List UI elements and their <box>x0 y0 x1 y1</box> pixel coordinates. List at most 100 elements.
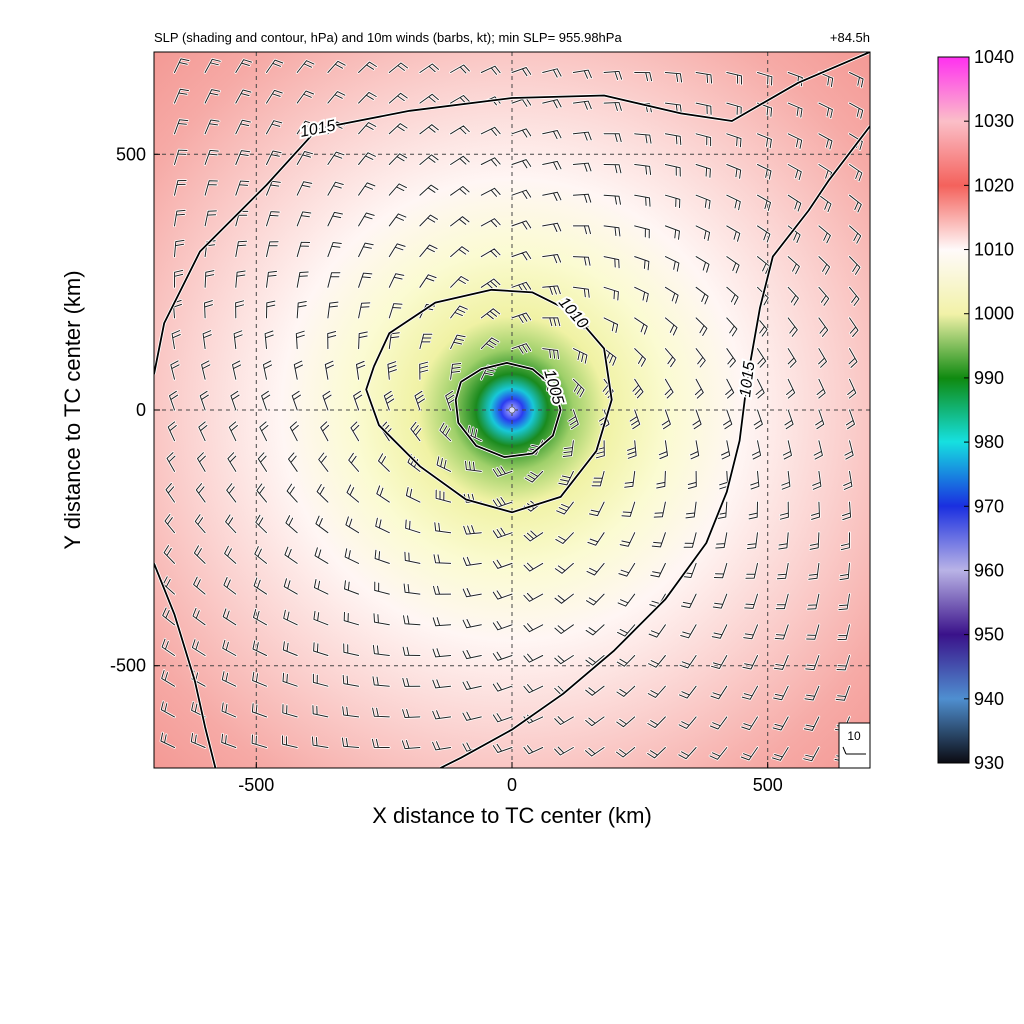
wind-barb <box>818 133 833 150</box>
wind-barb <box>692 409 702 430</box>
wind-barb <box>492 621 513 631</box>
wind-barb <box>372 707 390 718</box>
wind-barb <box>197 452 206 472</box>
wind-barb <box>198 421 208 442</box>
wind-barb <box>371 738 390 748</box>
wind-barb <box>711 624 728 639</box>
wind-barb <box>313 642 329 656</box>
wind-barb <box>402 709 421 718</box>
wind-barb <box>358 91 377 104</box>
wind-barb <box>450 125 470 135</box>
wind-barb <box>296 301 307 319</box>
wind-barb <box>343 611 360 626</box>
wind-barb <box>772 716 789 731</box>
wind-barb <box>235 119 251 135</box>
colorbar-tick-label: 980 <box>974 432 1004 452</box>
wind-barb <box>648 624 666 638</box>
wind-barb <box>843 470 853 490</box>
wind-barb <box>683 532 697 548</box>
wind-barb <box>839 562 850 581</box>
wind-barb <box>603 70 623 80</box>
wind-barb <box>225 514 237 534</box>
wind-barb <box>419 63 439 73</box>
wind-barb <box>221 671 237 687</box>
wind-barb <box>285 515 298 534</box>
wind-barb <box>358 331 368 350</box>
wind-barb <box>757 194 771 211</box>
wind-barb <box>778 532 789 550</box>
wind-barb <box>327 60 346 73</box>
wind-barb <box>572 256 591 266</box>
wind-barb <box>221 702 237 718</box>
wind-barb <box>296 120 314 135</box>
wind-barb <box>787 256 800 275</box>
wind-barb <box>312 673 329 687</box>
wind-barb <box>174 88 189 104</box>
wind-barb <box>436 456 452 472</box>
wind-barb <box>523 530 544 542</box>
wind-barb <box>721 440 731 460</box>
wind-barb <box>653 501 666 518</box>
wind-barb <box>348 452 360 472</box>
wind-barb <box>190 733 206 748</box>
wind-barb <box>315 515 329 534</box>
wind-barb <box>726 225 741 242</box>
wind-barb <box>462 556 482 566</box>
wind-barb <box>223 577 237 595</box>
wind-barb <box>204 89 221 104</box>
wind-barb <box>284 546 298 564</box>
wind-barb <box>554 655 574 665</box>
wind-barb <box>816 378 826 399</box>
wind-barb <box>358 272 373 288</box>
wind-barb <box>432 710 452 720</box>
wind-barb <box>634 256 650 271</box>
wind-barb <box>232 360 242 380</box>
colorbar-tick-label: 970 <box>974 496 1004 516</box>
wind-barb <box>266 241 279 258</box>
wind-barb <box>450 155 470 165</box>
wind-barb <box>664 194 681 209</box>
colorbar-scale <box>937 56 970 764</box>
wind-barb <box>480 218 501 228</box>
wind-barb <box>480 157 501 167</box>
wind-barb <box>664 348 676 368</box>
wind-barb <box>690 440 700 460</box>
wind-barb <box>523 745 544 755</box>
wind-barb <box>327 272 341 288</box>
wind-barb <box>199 390 209 411</box>
colorbar-tick-label: 1010 <box>974 240 1014 260</box>
wind-barb <box>627 440 637 459</box>
wind-barb <box>204 180 218 196</box>
wind-barb <box>750 470 760 490</box>
wind-barb <box>345 516 360 534</box>
wind-barb <box>781 470 791 490</box>
wind-barb <box>784 409 794 430</box>
wind-barb <box>511 128 532 138</box>
wind-barb <box>293 360 303 380</box>
wind-barb <box>204 149 219 165</box>
y-tick-label: -500 <box>110 656 146 676</box>
wind-barb <box>358 61 377 73</box>
wind-barb <box>264 330 274 350</box>
wind-barb <box>554 746 574 756</box>
wind-barb <box>492 713 513 723</box>
wind-barb <box>344 580 360 595</box>
wind-barb <box>432 617 452 627</box>
wind-barb <box>664 256 680 272</box>
wind-barb <box>818 256 831 275</box>
wind-barb <box>745 562 758 579</box>
wind-barb <box>160 732 175 748</box>
wind-barb <box>435 489 452 503</box>
wind-barb <box>844 440 854 460</box>
wind-barb <box>774 624 789 640</box>
contour-1005 <box>454 362 562 458</box>
colorbar-tick-label: 1020 <box>974 175 1014 195</box>
wind-barb <box>572 162 592 172</box>
wind-barb <box>807 593 820 610</box>
wind-barb <box>803 747 820 762</box>
wind-barb <box>450 246 470 258</box>
wind-barb <box>511 343 532 354</box>
wind-barb <box>695 133 712 147</box>
wind-barb <box>320 421 330 442</box>
wind-barb <box>450 363 462 380</box>
